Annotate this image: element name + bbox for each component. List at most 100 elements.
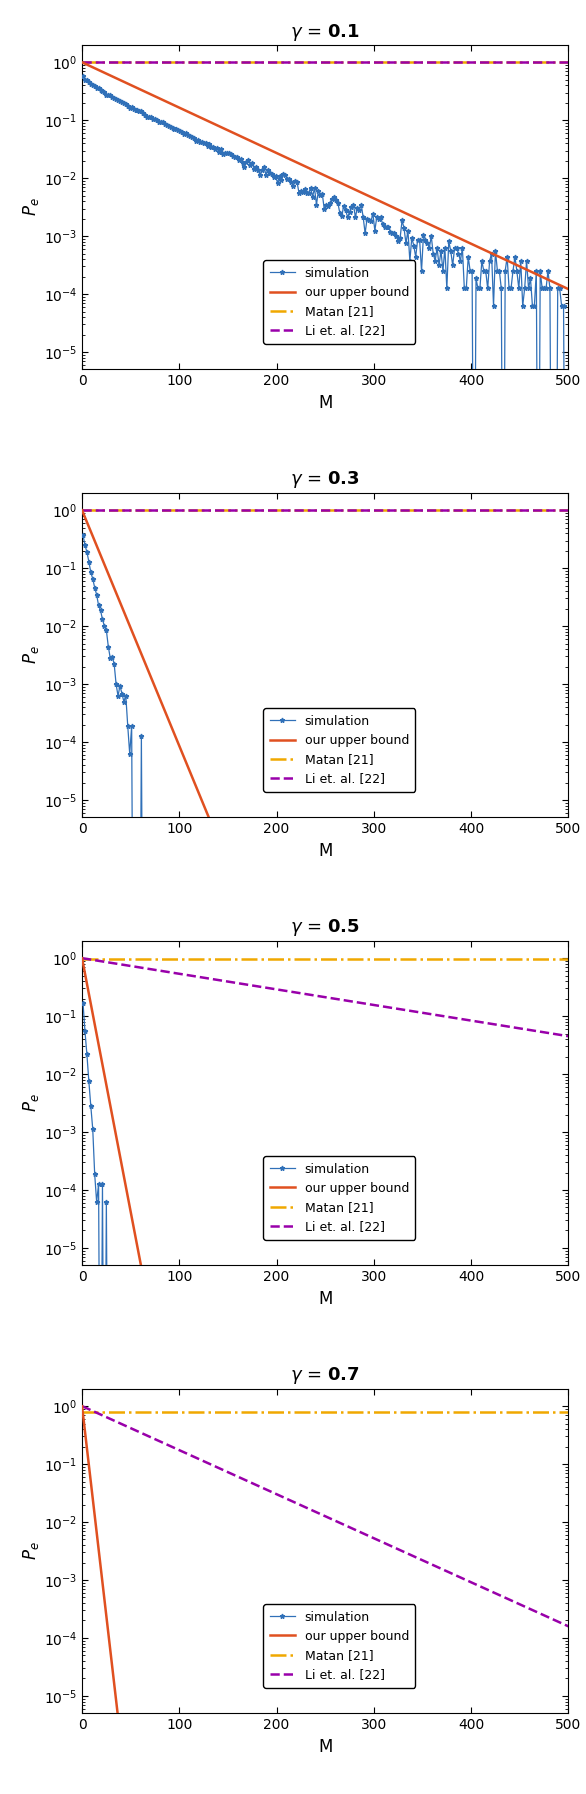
our upper bound [151, 1328, 158, 1349]
our upper bound [88, 1480, 96, 1502]
simulation [471, 631, 478, 653]
Line: our upper bound: our upper bound [82, 509, 240, 892]
our upper bound [234, 877, 241, 899]
simulation [362, 1527, 369, 1548]
our upper bound [79, 499, 86, 520]
Title: $\gamma$ = $\mathbf{0.5}$: $\gamma$ = $\mathbf{0.5}$ [290, 917, 360, 938]
Matan [21] [255, 499, 263, 520]
our upper bound [101, 1589, 108, 1611]
simulation [80, 524, 87, 545]
simulation [97, 1527, 104, 1548]
Matan [21] [565, 1401, 572, 1423]
our upper bound [115, 1715, 122, 1737]
Title: $\gamma$ = $\mathbf{0.7}$: $\gamma$ = $\mathbf{0.7}$ [291, 1365, 360, 1387]
our upper bound [255, 135, 263, 156]
Li et. al. [22] [397, 999, 404, 1021]
X-axis label: M: M [318, 841, 332, 859]
Matan [21] [565, 949, 572, 971]
Li et. al. [22] [220, 1459, 227, 1480]
Matan [21] [397, 949, 404, 971]
Matan [21] [199, 52, 206, 74]
Matan [21] [392, 949, 399, 971]
Li et. al. [22] [255, 976, 263, 997]
our upper bound [105, 1622, 112, 1643]
Li et. al. [22] [79, 1396, 86, 1417]
our upper bound [91, 1505, 98, 1527]
our upper bound [236, 881, 243, 902]
X-axis label: M: M [318, 1738, 332, 1756]
our upper bound [397, 201, 404, 222]
our upper bound [110, 1665, 117, 1686]
Li et. al. [22] [79, 499, 86, 520]
our upper bound [99, 1572, 106, 1593]
our upper bound [97, 1555, 104, 1577]
Li et. al. [22] [397, 1539, 404, 1561]
Li et. al. [22] [255, 499, 263, 520]
our upper bound [107, 1640, 114, 1661]
our upper bound [83, 1430, 90, 1451]
Li et. al. [22] [199, 967, 206, 988]
our upper bound [105, 1631, 113, 1652]
Y-axis label: $P_e$: $P_e$ [21, 646, 41, 664]
Matan [21] [199, 1401, 206, 1423]
our upper bound [79, 1396, 86, 1417]
our upper bound [117, 1145, 124, 1166]
Li et. al. [22] [565, 52, 572, 74]
simulation [161, 1078, 168, 1100]
Line: our upper bound: our upper bound [82, 1406, 126, 1785]
our upper bound [108, 1656, 115, 1677]
Matan [21] [199, 949, 206, 971]
Y-axis label: $P_e$: $P_e$ [21, 1094, 41, 1112]
Matan [21] [79, 1401, 86, 1423]
Matan [21] [79, 949, 86, 971]
Li et. al. [22] [481, 1012, 488, 1033]
Li et. al. [22] [397, 499, 404, 520]
simulation [274, 172, 281, 194]
Matan [21] [481, 949, 488, 971]
our upper bound [84, 1446, 91, 1467]
simulation [564, 631, 571, 653]
our upper bound [220, 117, 227, 138]
our upper bound [89, 1487, 96, 1509]
our upper bound [87, 1471, 94, 1493]
simulation [546, 1078, 553, 1100]
Li et. al. [22] [199, 1450, 206, 1471]
our upper bound [108, 1647, 115, 1668]
our upper bound [199, 108, 206, 129]
Matan [21] [220, 1401, 227, 1423]
our upper bound [565, 278, 572, 300]
our upper bound [120, 1747, 127, 1769]
our upper bound [114, 1706, 121, 1728]
Matan [21] [392, 499, 399, 520]
simulation [80, 992, 87, 1014]
Title: $\gamma$ = $\mathbf{0.3}$: $\gamma$ = $\mathbf{0.3}$ [291, 470, 360, 490]
our upper bound [104, 1615, 111, 1636]
simulation [282, 1078, 289, 1100]
Li et. al. [22] [220, 52, 227, 74]
our upper bound [122, 606, 130, 628]
Matan [21] [220, 949, 227, 971]
Matan [21] [255, 949, 263, 971]
our upper bound [100, 1581, 107, 1602]
our upper bound [86, 983, 93, 1005]
our upper bound [114, 1697, 121, 1719]
our upper bound [481, 239, 488, 260]
our upper bound [98, 1563, 105, 1584]
our upper bound [392, 197, 399, 219]
our upper bound [224, 854, 231, 875]
Li et. al. [22] [255, 1475, 263, 1496]
Matan [21] [397, 499, 404, 520]
simulation [161, 1527, 168, 1548]
X-axis label: M: M [318, 1290, 332, 1308]
our upper bound [90, 1496, 97, 1518]
our upper bound [104, 1080, 111, 1102]
our upper bound [113, 1690, 120, 1711]
Matan [21] [220, 52, 227, 74]
simulation [130, 1078, 137, 1100]
simulation [159, 111, 166, 133]
Li et. al. [22] [255, 52, 263, 74]
simulation [546, 278, 553, 300]
our upper bound [81, 1421, 88, 1442]
our upper bound [79, 947, 86, 969]
our upper bound [137, 1252, 144, 1274]
